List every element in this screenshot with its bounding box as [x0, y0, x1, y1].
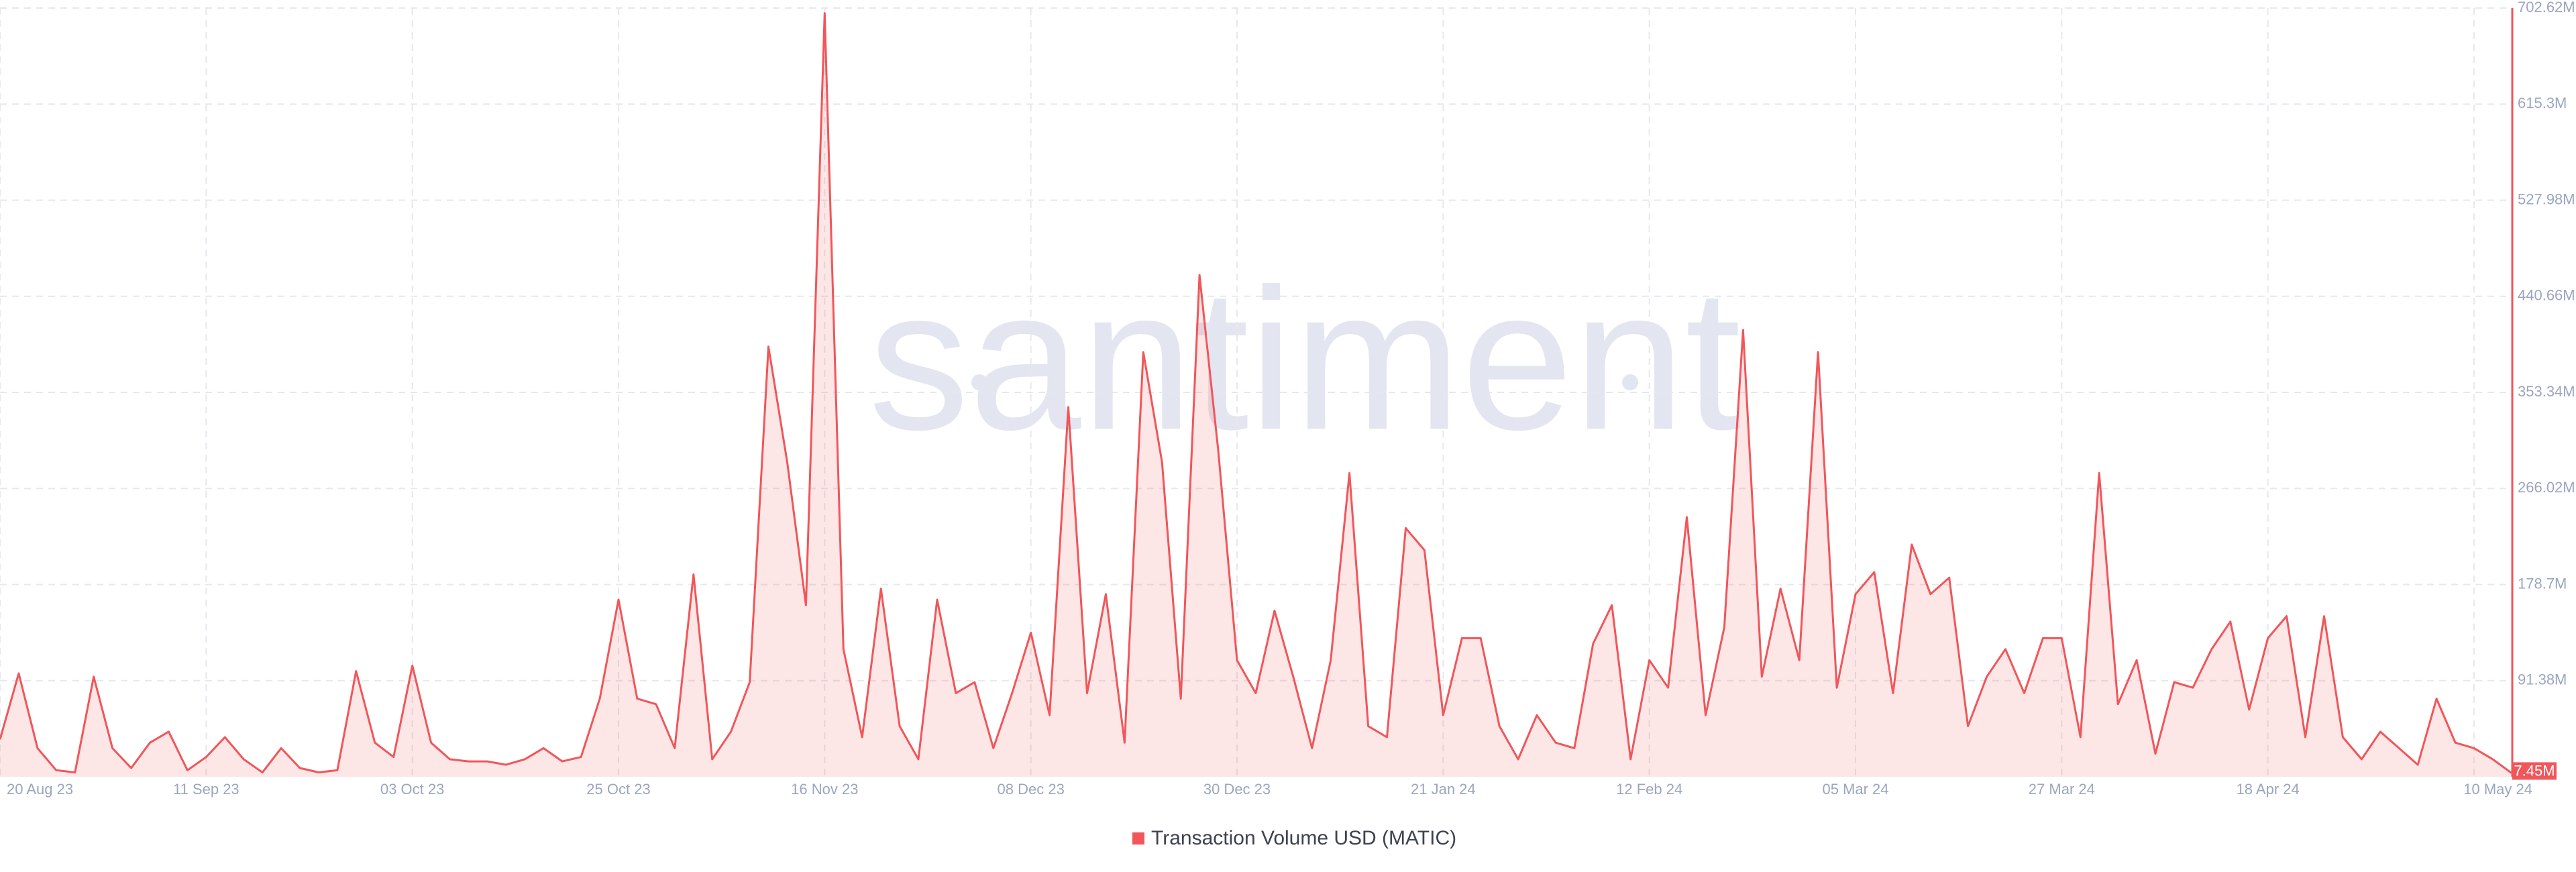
y-tick-label: 353.34M — [2518, 383, 2575, 400]
watermark-dot — [1622, 374, 1638, 390]
area — [0, 13, 2512, 777]
x-tick-label: 18 Apr 24 — [2237, 781, 2300, 798]
x-tick-label: 27 Mar 24 — [2029, 781, 2095, 798]
legend-swatch — [1132, 832, 1144, 844]
x-tick-label: 10 May 24 — [2463, 781, 2532, 798]
last-value-badge — [2512, 762, 2557, 780]
x-tick-label: 12 Feb 24 — [1616, 781, 1682, 798]
x-tick-label: 30 Dec 23 — [1203, 781, 1271, 798]
y-tick-label: 702.62M — [2518, 0, 2575, 15]
x-tick-label: 20 Aug 23 — [7, 781, 73, 798]
x-tick-label: 16 Nov 23 — [791, 781, 858, 798]
x-tick-label: 05 Mar 24 — [1822, 781, 1888, 798]
x-tick-label: 03 Oct 23 — [380, 781, 444, 798]
watermark: santiment — [869, 246, 1742, 472]
legend: Transaction Volume USD (MATIC) — [1132, 827, 1456, 849]
line — [0, 12, 2512, 774]
y-tick-label: 91.38M — [2518, 671, 2567, 688]
x-tick-label: 21 Jan 24 — [1411, 781, 1476, 798]
legend-label: Transaction Volume USD (MATIC) — [1151, 827, 1456, 849]
y-tick-label: 440.66M — [2518, 287, 2575, 304]
y-tick-label: 266.02M — [2518, 479, 2575, 496]
y-tick-label: 178.7M — [2518, 575, 2567, 592]
last-value-label: 7.45M — [2514, 762, 2555, 779]
y-tick-label: 527.98M — [2518, 190, 2575, 207]
x-tick-label: 11 Sep 23 — [173, 781, 239, 798]
y-tick-label: 615.3M — [2518, 95, 2567, 111]
x-tick-label: 08 Dec 23 — [998, 781, 1065, 798]
watermark-dot — [971, 374, 987, 390]
x-tick-label: 25 Oct 23 — [586, 781, 650, 798]
